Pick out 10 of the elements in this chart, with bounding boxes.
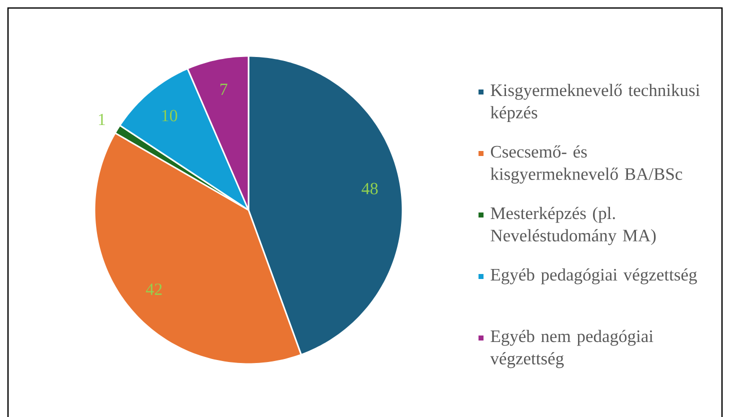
data-label: 48 bbox=[362, 182, 378, 194]
legend-label: Kisgyermeknevelő technikusi képzés bbox=[490, 84, 700, 122]
legend-label: Csecsemő- és kisgyermeknevelő BA/BSc bbox=[490, 145, 682, 184]
data-label: 7 bbox=[220, 84, 228, 95]
data-label: 1 bbox=[98, 114, 105, 126]
legend-label: Egyéb nem pedagógiai végzettség bbox=[490, 330, 654, 368]
data-label: 10 bbox=[162, 110, 178, 122]
legend-label: Egyéb pedagógiai végzettség bbox=[490, 268, 697, 284]
legend-label: Mesterképzés (pl. Neveléstudomány MA) bbox=[490, 206, 656, 246]
data-label: 42 bbox=[146, 284, 162, 295]
